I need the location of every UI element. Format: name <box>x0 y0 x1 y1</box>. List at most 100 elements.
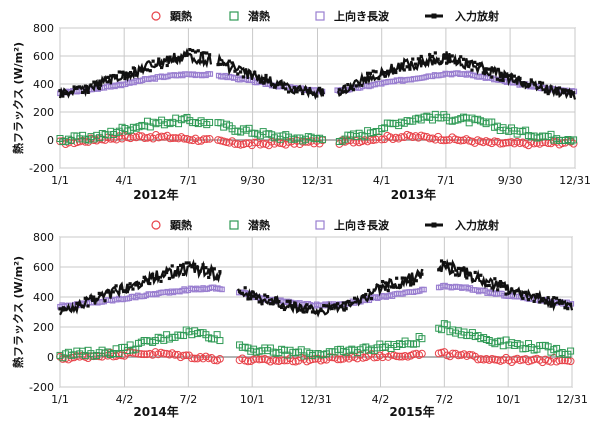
data-point <box>538 358 547 367</box>
data-point <box>171 134 180 142</box>
data-point <box>398 352 407 361</box>
data-point <box>518 290 522 294</box>
data-point <box>320 93 325 97</box>
data-point <box>504 138 513 147</box>
data-point <box>476 355 485 363</box>
data-point <box>277 299 281 304</box>
legend-marker-longwave <box>315 11 325 21</box>
data-point <box>476 62 480 66</box>
data-point <box>450 54 454 58</box>
data-point <box>437 136 445 144</box>
data-point <box>408 67 412 71</box>
year-label: 2012年 <box>133 187 178 202</box>
data-point <box>294 305 298 309</box>
data-point <box>543 90 547 94</box>
data-point <box>465 276 469 280</box>
data-point <box>510 287 514 291</box>
data-point <box>512 74 516 78</box>
data-point <box>72 307 76 311</box>
data-point <box>83 84 87 88</box>
data-point <box>268 302 273 306</box>
data-point <box>333 355 342 364</box>
data-point <box>151 59 155 63</box>
data-point <box>540 299 545 303</box>
data-point <box>337 88 341 92</box>
data-point <box>278 82 282 86</box>
y-tick-label: 600 <box>33 261 54 274</box>
data-point <box>464 62 468 66</box>
data-point <box>490 75 494 79</box>
data-point <box>524 81 528 85</box>
data-point <box>425 134 434 143</box>
data-point <box>318 136 326 144</box>
data-point <box>281 85 285 89</box>
legend-marker-sensible <box>151 11 161 21</box>
data-point <box>439 60 443 64</box>
data-point <box>453 136 462 145</box>
data-point <box>114 284 118 288</box>
data-point <box>515 77 519 81</box>
x-tick-label: 10/1 <box>496 393 521 406</box>
data-point <box>162 58 167 62</box>
data-point <box>174 57 178 61</box>
data-point <box>338 305 343 309</box>
data-point <box>103 299 107 303</box>
data-point <box>292 86 296 90</box>
data-point <box>521 296 525 300</box>
data-point <box>359 353 367 362</box>
data-point <box>461 57 466 61</box>
data-point <box>360 83 364 87</box>
data-point <box>97 291 101 296</box>
year-label: 2015年 <box>389 404 434 419</box>
data-point <box>411 57 415 61</box>
data-point <box>194 137 203 146</box>
data-point <box>276 139 285 147</box>
data-point <box>75 86 79 90</box>
data-point <box>198 269 202 273</box>
data-point <box>255 355 264 364</box>
data-point <box>382 71 387 75</box>
data-point <box>319 307 323 311</box>
data-point <box>100 292 104 297</box>
data-point <box>566 307 570 311</box>
data-point <box>72 85 76 89</box>
data-point <box>420 272 424 276</box>
data-point <box>240 291 244 295</box>
data-point <box>202 51 206 55</box>
data-point <box>83 296 87 300</box>
data-point <box>478 62 483 66</box>
data-point <box>504 74 508 78</box>
y-tick-label: 800 <box>33 231 54 244</box>
data-point <box>299 308 303 312</box>
data-point <box>264 73 268 78</box>
data-point <box>557 298 561 303</box>
data-point <box>137 350 146 358</box>
data-point <box>456 59 460 64</box>
data-point <box>439 259 444 263</box>
data-point <box>201 263 205 267</box>
data-point <box>501 138 510 147</box>
data-point <box>330 306 334 311</box>
data-point <box>498 280 503 284</box>
data-point <box>453 61 457 65</box>
y-tick-label: 800 <box>33 22 54 35</box>
data-point <box>284 87 288 91</box>
data-point <box>286 90 291 94</box>
data-point <box>306 88 310 92</box>
data-point <box>421 286 427 293</box>
data-point <box>490 355 499 364</box>
data-point <box>492 67 497 71</box>
data-point <box>153 277 157 281</box>
data-point <box>357 82 361 86</box>
data-point <box>142 275 146 279</box>
data-point <box>428 53 432 57</box>
data-point <box>442 54 446 58</box>
data-point <box>97 86 102 91</box>
data-point <box>233 69 237 73</box>
data-point <box>305 303 309 307</box>
data-point <box>365 71 370 75</box>
data-point <box>374 70 378 74</box>
data-point <box>470 68 474 72</box>
data-point <box>316 310 320 314</box>
